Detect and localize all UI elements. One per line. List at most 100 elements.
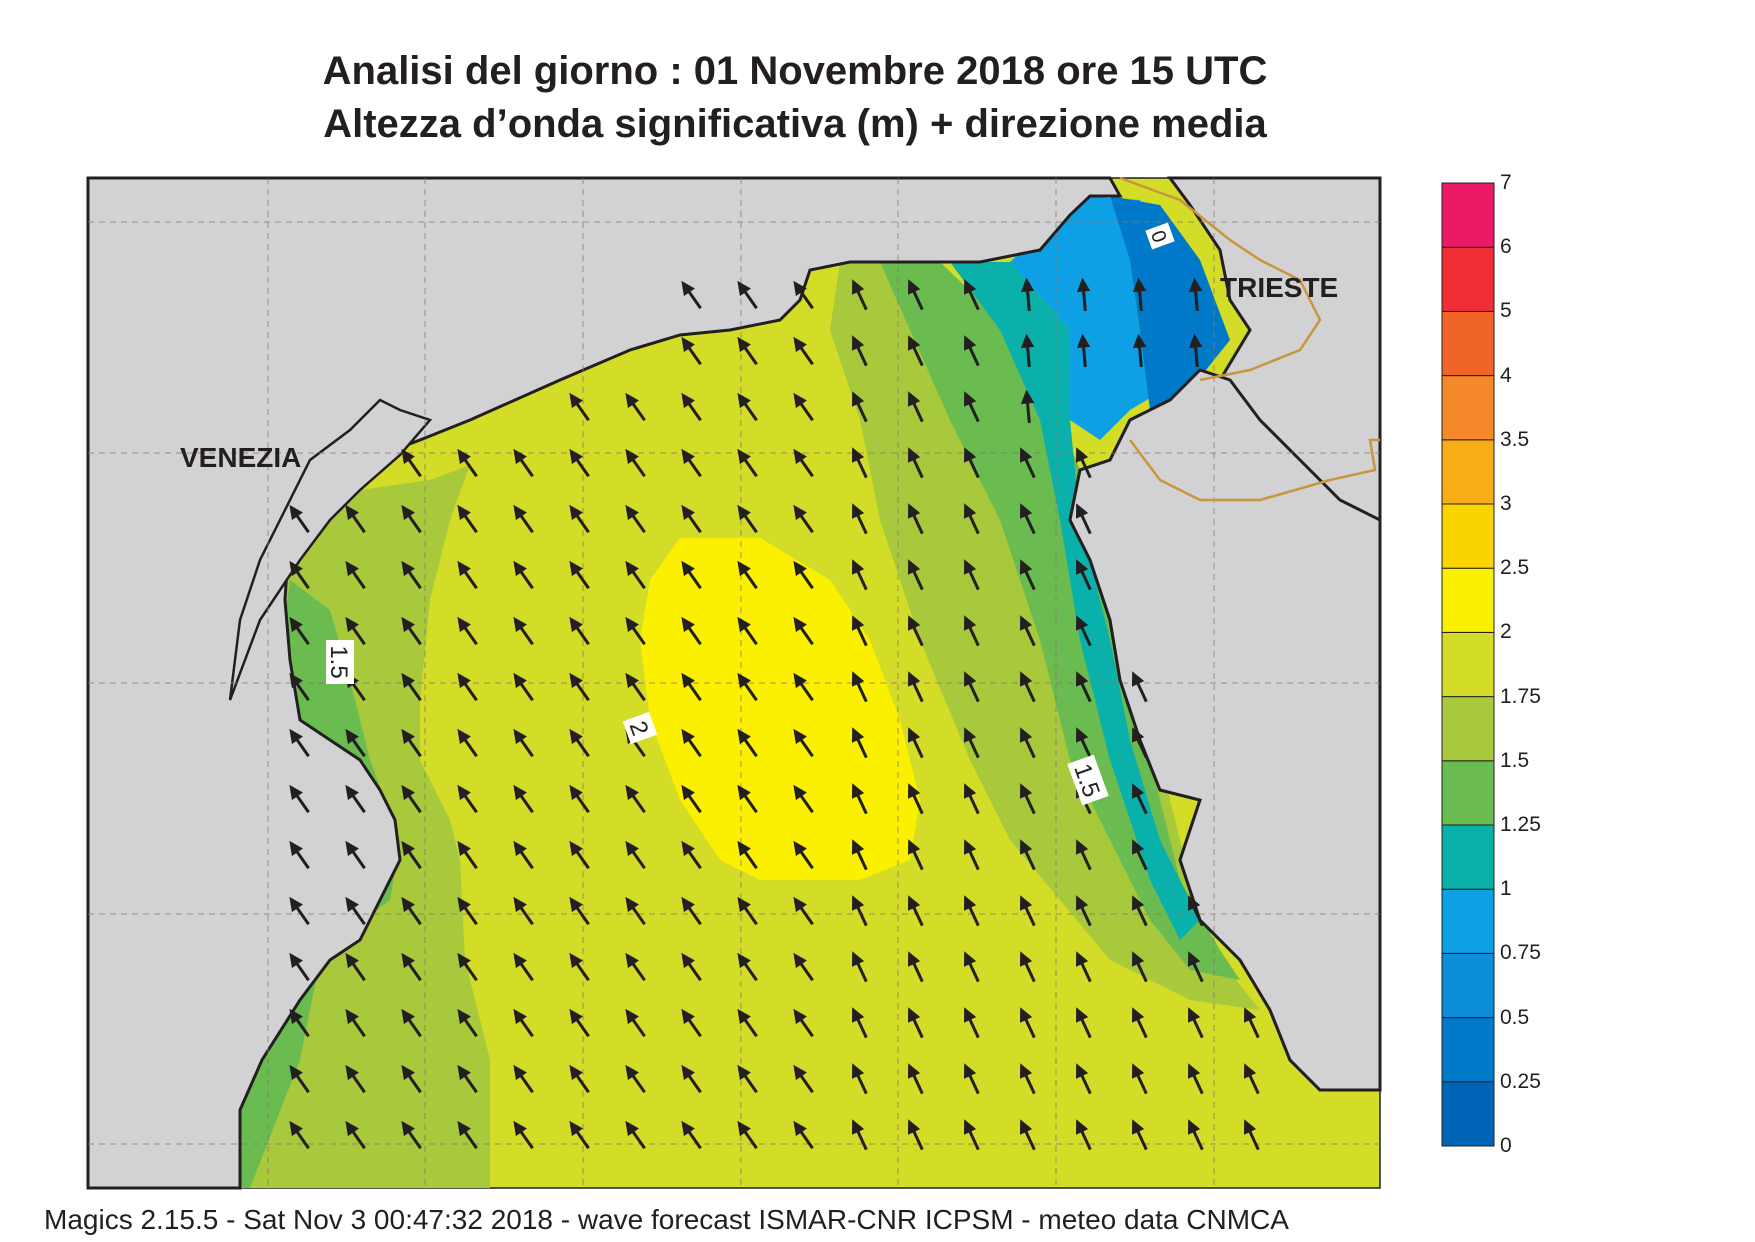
wave-arrow-head	[1019, 615, 1033, 631]
wave-arrow-head	[569, 896, 583, 913]
wave-arrow-head	[907, 839, 921, 855]
legend-level-label: 2.5	[1500, 556, 1530, 580]
wave-arrow-head	[569, 1120, 583, 1137]
wave-arrow-head	[457, 616, 471, 633]
wave-arrow-head	[345, 952, 359, 969]
wave-arrow-head	[345, 728, 359, 745]
wave-arrow-head	[1019, 783, 1033, 799]
wave-arrow-head	[737, 448, 751, 465]
legend-swatch	[1441, 439, 1495, 505]
wave-arrow-head	[513, 448, 527, 465]
wave-arrow-head	[625, 784, 639, 801]
legend-level-label: 2	[1500, 620, 1512, 644]
wave-arrow-head	[569, 560, 583, 577]
legend-swatch	[1441, 696, 1495, 762]
legend-level-label: 1.75	[1500, 684, 1541, 708]
wave-arrow-head	[401, 1008, 415, 1025]
wave-arrow-head	[963, 895, 977, 911]
wave-arrow-head	[1075, 447, 1089, 463]
wave-arrow-head	[851, 615, 865, 631]
legend-swatch	[1441, 1017, 1495, 1083]
wave-arrow-head	[681, 728, 695, 745]
wave-arrow-head	[851, 895, 865, 911]
wave-arrow-head	[907, 279, 921, 295]
wave-arrow-head	[1075, 615, 1089, 631]
wave-arrow-head	[513, 616, 527, 633]
wave-arrow-head	[1075, 1119, 1089, 1135]
wave-arrow-head	[569, 616, 583, 633]
wave-arrow-head	[457, 560, 471, 577]
label-venezia: VENEZIA	[180, 442, 302, 473]
wave-arrow-head	[907, 671, 921, 687]
wave-arrow-head	[289, 560, 303, 577]
wave-arrow-head	[625, 896, 639, 913]
wave-arrow-head	[681, 896, 695, 913]
wave-arrow-head	[1019, 447, 1033, 463]
wave-arrow-head	[569, 392, 583, 409]
wave-arrow-head	[793, 392, 807, 409]
wave-arrow-head	[851, 391, 865, 407]
wave-arrow-head	[737, 392, 751, 409]
wave-arrow-head	[963, 503, 977, 519]
wave-arrow-head	[737, 784, 751, 801]
band-core-2	[640, 538, 920, 880]
wave-arrow-head	[569, 1064, 583, 1081]
band-east-1.25	[880, 262, 1240, 980]
wave-arrow-head	[457, 1064, 471, 1081]
wave-arrow-head	[681, 1008, 695, 1025]
wave-arrow-head	[625, 1120, 639, 1137]
band-east-1	[950, 262, 1200, 940]
legend-level-label: 1	[1500, 877, 1512, 901]
wave-arrow-head	[737, 672, 751, 689]
wave-arrow-head	[1132, 333, 1147, 349]
wave-arrow-head	[289, 952, 303, 969]
wave-arrow-head	[1187, 1063, 1201, 1079]
wave-arrow-head	[793, 1120, 807, 1137]
legend-level-label: 3.5	[1500, 427, 1530, 451]
wave-arrow-head	[289, 616, 303, 633]
wave-arrow-head	[681, 952, 695, 969]
wave-arrow-head	[569, 840, 583, 857]
wave-arrow-head	[401, 1064, 415, 1081]
chart-title: Analisi del giorno : 01 Novembre 2018 or…	[322, 49, 1268, 93]
wave-arrow-head	[457, 728, 471, 745]
wave-arrow-head	[1243, 1007, 1257, 1023]
wave-arrow-head	[289, 784, 303, 801]
wave-arrow-head	[851, 1119, 865, 1135]
legend-level-label: 4	[1500, 363, 1512, 387]
land-istria	[1068, 368, 1382, 1092]
footer-credits: Magics 2.15.5 - Sat Nov 3 00:47:32 2018 …	[44, 1204, 1289, 1235]
color-legend	[1441, 182, 1495, 1147]
wave-arrow-head	[345, 1008, 359, 1025]
wave-arrow-head	[1019, 559, 1033, 575]
wave-arrow-head	[737, 280, 751, 297]
wave-arrow-head	[1019, 951, 1033, 967]
wave-arrow-head	[625, 560, 639, 577]
wave-arrow-head	[401, 616, 415, 633]
wave-arrow-head	[737, 1120, 751, 1137]
wave-arrow-head	[1075, 1007, 1089, 1023]
wave-arrow-head	[289, 840, 303, 857]
wave-arrow-head	[963, 615, 977, 631]
wave-arrow-head	[907, 727, 921, 743]
legend-level-label: 5	[1500, 299, 1512, 323]
wave-arrow-head	[1019, 839, 1033, 855]
wave-arrow-head	[625, 392, 639, 409]
wave-arrow-head	[851, 1007, 865, 1023]
wave-arrow-head	[513, 896, 527, 913]
wave-arrow-head	[793, 784, 807, 801]
wave-arrow-head	[457, 504, 471, 521]
wave-arrow-head	[513, 1008, 527, 1025]
wave-arrow-head	[1019, 895, 1033, 911]
wave-arrow-head	[1188, 277, 1203, 293]
wave-arrow-head	[1243, 1119, 1257, 1135]
legend-swatch	[1441, 375, 1495, 441]
wave-arrow-head	[513, 1064, 527, 1081]
land-lagoon	[228, 398, 433, 701]
legend-level-label: 3	[1500, 492, 1512, 515]
wave-arrow-head	[457, 448, 471, 465]
wave-arrow-head	[681, 1120, 695, 1137]
wave-arrow-head	[457, 840, 471, 857]
wave-arrow-head	[963, 391, 977, 407]
wave-arrow-head	[681, 280, 695, 297]
